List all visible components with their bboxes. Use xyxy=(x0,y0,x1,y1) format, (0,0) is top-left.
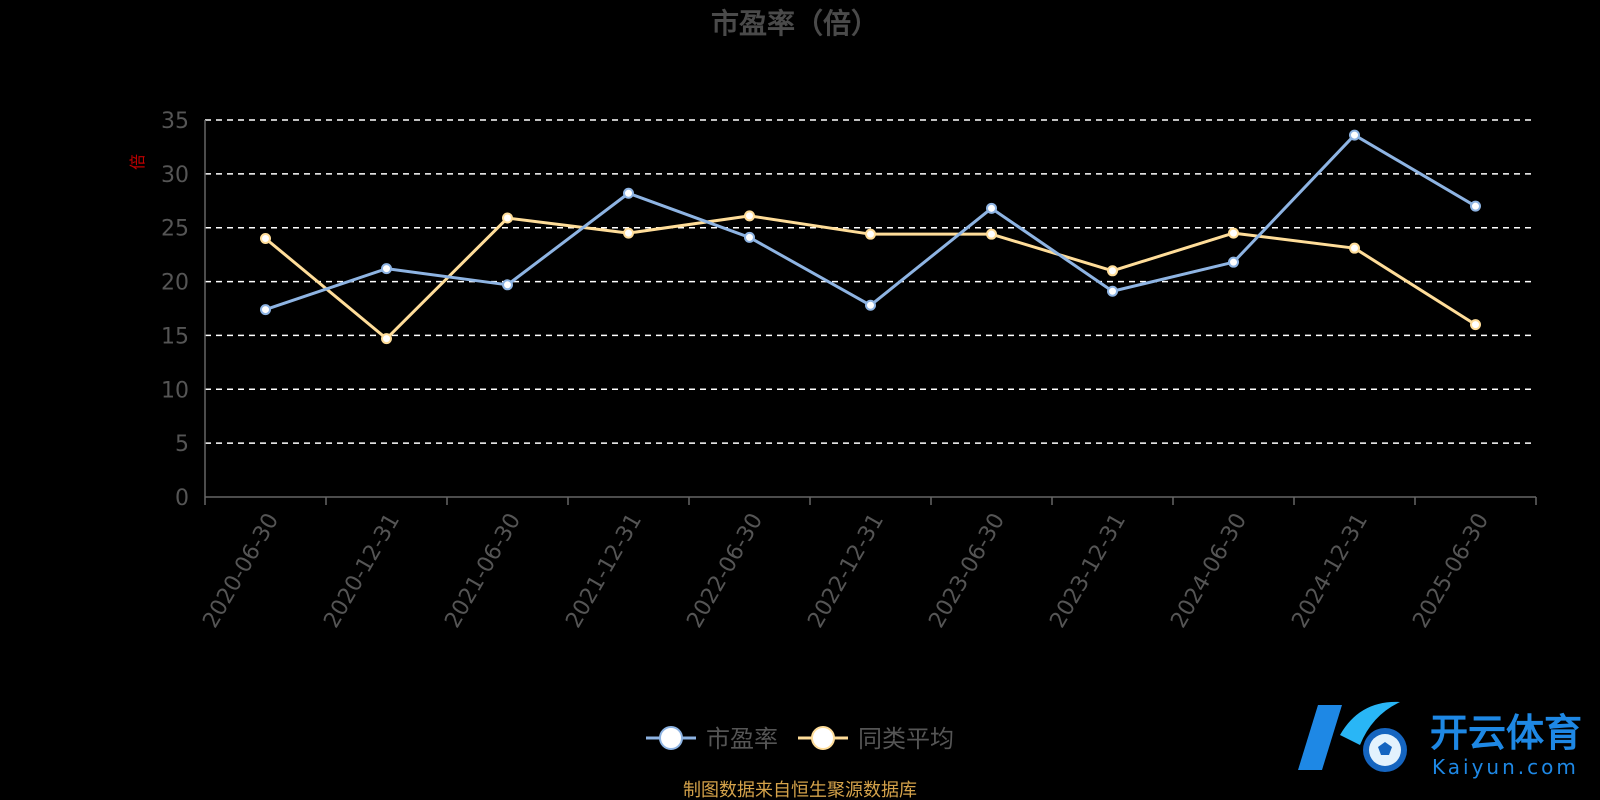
data-point xyxy=(260,304,271,316)
data-point xyxy=(502,212,513,224)
data-point xyxy=(1349,242,1360,254)
data-point xyxy=(744,210,755,222)
x-tick-label: 2022-06-30 xyxy=(682,509,768,632)
legend: 市盈率 同类平均 xyxy=(646,725,954,753)
data-point xyxy=(986,228,997,240)
data-point xyxy=(623,227,634,239)
data-point xyxy=(744,231,755,243)
brand-name-en: Kaiyun.com xyxy=(1432,755,1579,779)
series-line-0 xyxy=(265,133,1477,311)
data-source-note: 制图数据来自恒生聚源数据库 xyxy=(683,780,917,800)
data-point xyxy=(1470,200,1481,212)
grid-layer xyxy=(205,119,1536,444)
legend-swatch-marker xyxy=(659,726,683,750)
legend-label: 同类平均 xyxy=(858,725,954,753)
x-tick-label: 2023-06-30 xyxy=(924,509,1010,632)
y-tick-label: 20 xyxy=(161,271,189,296)
y-tick-label: 30 xyxy=(161,163,189,188)
y-tick-label: 25 xyxy=(161,217,189,242)
data-point xyxy=(1228,256,1239,268)
x-tick-label: 2020-12-31 xyxy=(319,509,405,632)
chart-title: 市盈率（倍） xyxy=(711,7,879,40)
data-point xyxy=(623,187,634,199)
data-point xyxy=(502,279,513,291)
data-point xyxy=(865,228,876,240)
series-layer xyxy=(260,129,1481,345)
data-point xyxy=(1107,265,1118,277)
y-tick-label: 15 xyxy=(161,324,189,349)
legend-swatch-marker xyxy=(811,726,835,750)
x-tick-label: 2021-06-30 xyxy=(440,509,526,632)
brand-logo xyxy=(1298,701,1407,772)
data-point xyxy=(1470,319,1481,331)
x-tick-label: 2024-06-30 xyxy=(1166,509,1252,632)
y-tick-label: 5 xyxy=(175,432,189,457)
data-point xyxy=(1349,129,1360,141)
data-point xyxy=(1107,285,1118,297)
y-axis-label: 倍 xyxy=(128,154,147,170)
brand-name-cn: 开云体育 xyxy=(1430,711,1582,755)
x-tick-label: 2023-12-31 xyxy=(1045,509,1131,632)
x-tick-label: 2025-06-30 xyxy=(1408,509,1494,632)
x-tick-label: 2021-12-31 xyxy=(561,509,647,632)
x-tick-label: 2022-12-31 xyxy=(803,509,889,632)
y-tick-label: 0 xyxy=(175,486,189,511)
data-point xyxy=(986,202,997,214)
legend-label: 市盈率 xyxy=(706,725,778,753)
axis-layer: 0 5 10 15 20 25 30 35 2020-06-30 2020-12-31 2021-0… xyxy=(161,109,1537,632)
watermark: 开云体育 Kaiyun.com xyxy=(1298,701,1582,779)
brand-swoosh xyxy=(1340,701,1400,745)
data-point xyxy=(381,263,392,275)
data-point xyxy=(865,299,876,311)
data-point xyxy=(260,232,271,244)
y-tick-label: 35 xyxy=(161,109,189,134)
data-point xyxy=(381,333,392,345)
x-tick-label: 2020-06-30 xyxy=(198,509,284,632)
y-tick-label: 10 xyxy=(161,378,189,403)
brand-k-mark xyxy=(1298,705,1342,770)
data-point xyxy=(1228,227,1239,239)
x-tick-label: 2024-12-31 xyxy=(1287,509,1373,632)
